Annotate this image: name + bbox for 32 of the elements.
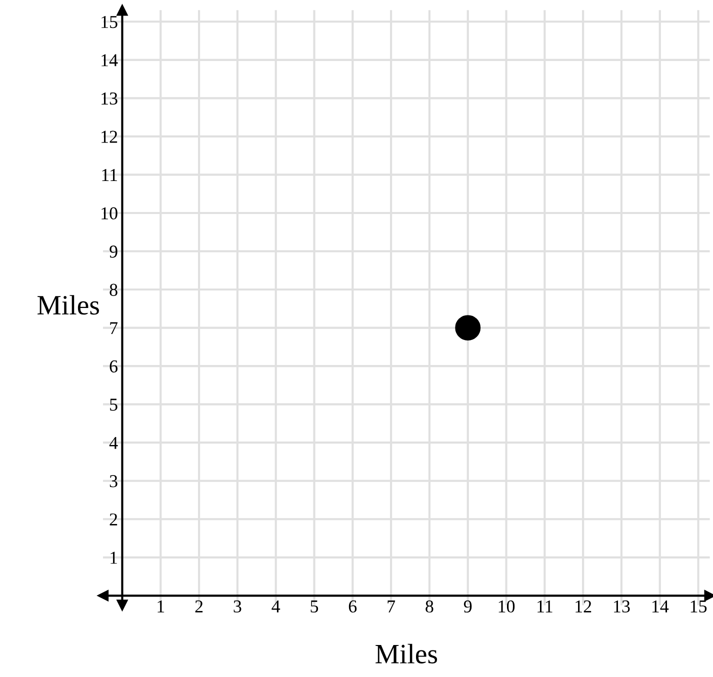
- x-tick-label: 15: [690, 600, 707, 613]
- y-tick-label: 5: [110, 398, 118, 411]
- x-tick-label: 8: [426, 600, 434, 613]
- x-tick-label: 1: [158, 600, 164, 612]
- y-tick-label: 1: [110, 552, 117, 564]
- y-tick-label: 10: [102, 207, 118, 220]
- x-tick-label: 6: [348, 600, 357, 613]
- y-tick-label: 13: [102, 92, 118, 105]
- y-tick-label: 14: [102, 54, 118, 66]
- y-tick-label: 6: [110, 360, 118, 372]
- x-tick-label: 11: [538, 600, 552, 612]
- y-tick-label: 15: [102, 16, 118, 28]
- x-tick-label: 4: [272, 600, 280, 612]
- x-tick-label: 12: [576, 600, 592, 612]
- x-tick-label: 10: [498, 600, 515, 613]
- y-tick-label: 8: [110, 284, 118, 296]
- x-tick-label: 2: [195, 600, 203, 612]
- x-tick-label: 5: [310, 600, 318, 613]
- x-tick-label: 14: [652, 600, 669, 612]
- y-tick-label: 9: [110, 246, 118, 258]
- x-tick-label: 13: [614, 600, 630, 613]
- y-tick-label: 3: [110, 475, 118, 488]
- y-tick-label: 7: [110, 322, 118, 334]
- y-tick-label: 2: [110, 513, 118, 526]
- x-tick-label: 9: [464, 600, 472, 613]
- x-axis-title: Miles: [376, 644, 438, 664]
- y-tick-label: 4: [109, 436, 118, 449]
- y-axis-title: Miles: [38, 295, 99, 315]
- y-tick-label: 12: [102, 130, 118, 143]
- x-tick-label: 7: [388, 600, 396, 612]
- y-tick-label: 11: [102, 169, 117, 181]
- x-tick-label: 3: [234, 600, 242, 613]
